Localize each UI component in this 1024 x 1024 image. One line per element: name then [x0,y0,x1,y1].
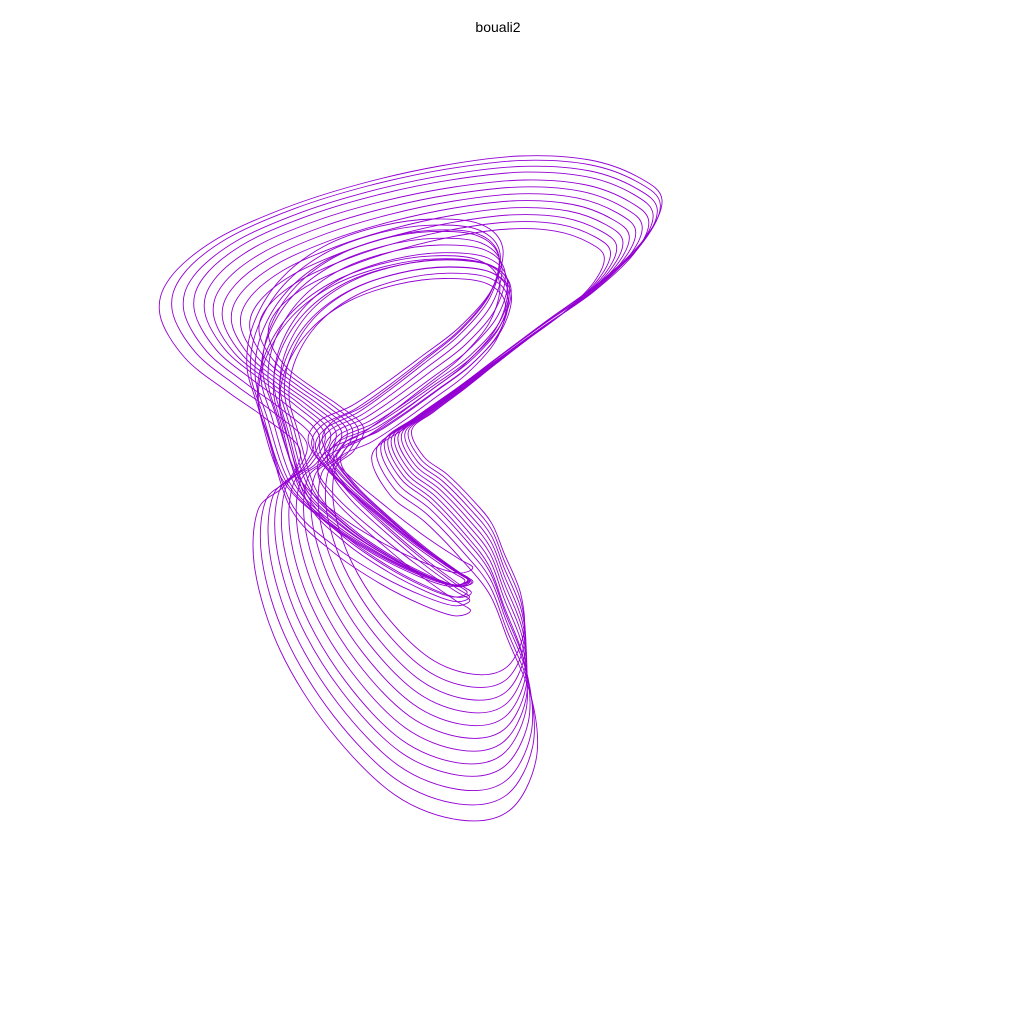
trajectory-inner-loop [278,266,512,598]
trajectory-inner-loop [249,224,501,586]
trajectory-inner-loop [260,237,503,586]
trajectory-inner-loop [254,230,501,586]
trajectory-outer-loop [267,228,605,676]
chart-title: bouali2 [475,19,521,35]
trajectory-outer-loop [230,200,630,727]
trajectory-outer-loop [221,193,637,739]
trajectory-outer-loop [203,179,650,765]
trajectory-outer-loop [212,186,643,752]
trajectory-inner-loop [279,278,507,603]
trajectory-inner-loop [262,229,500,574]
trajectory-outer-loop [258,221,611,688]
trajectory-inner-loop [257,258,509,617]
attractor-trajectory-group [158,155,663,822]
trajectory-inner-loop [256,255,501,607]
trajectory-outer-loop [249,214,618,701]
trajectory-outer-loop [182,165,658,791]
trajectory-outer-loop [239,207,624,714]
